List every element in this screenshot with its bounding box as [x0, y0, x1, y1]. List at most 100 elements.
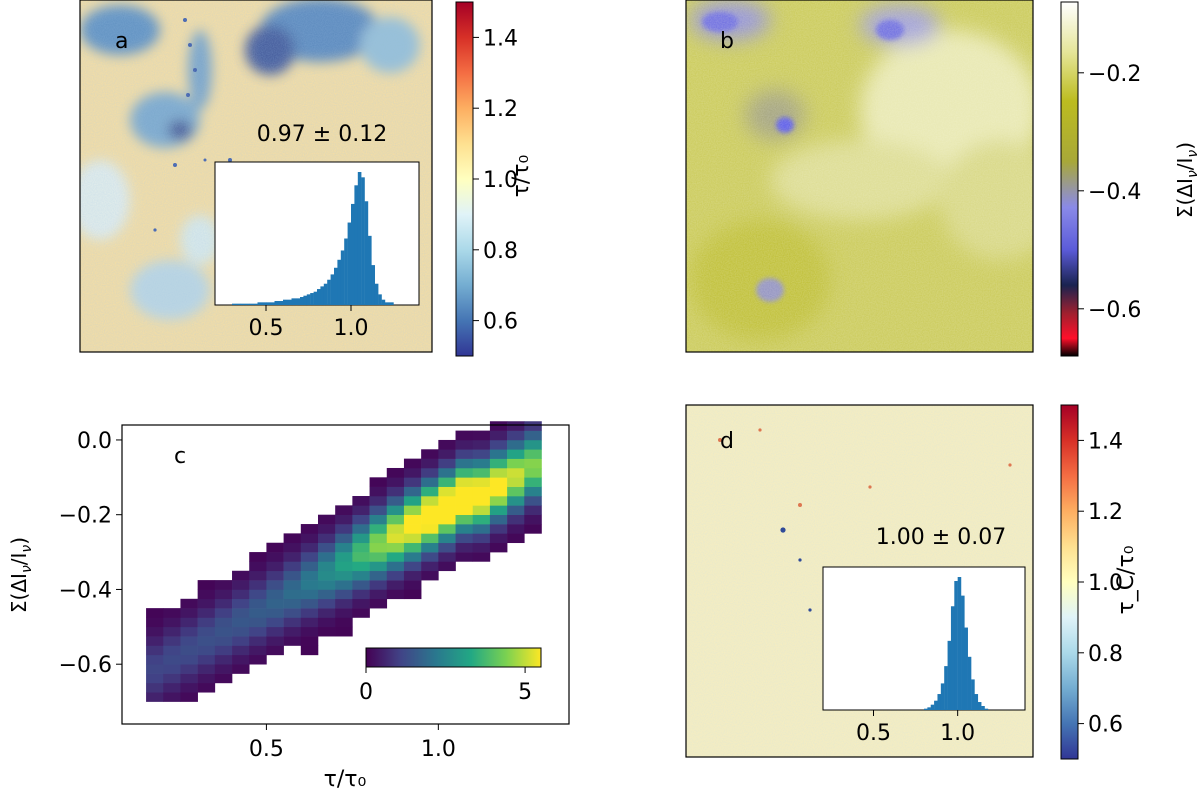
heatmap-cell [386, 496, 405, 506]
y-tick-label-c: −0.4 [59, 578, 112, 603]
heatmap-cell [283, 552, 302, 562]
heatmap-cell [335, 552, 353, 562]
heatmap-cell [317, 608, 336, 618]
heatmap-cell [197, 598, 216, 609]
heatmap-cell [317, 598, 336, 609]
heatmap-cell [214, 636, 233, 646]
heatmap-cell [197, 608, 216, 618]
heatmap-cell [232, 626, 250, 637]
heatmap-cell [369, 477, 388, 487]
heatmap-cell [300, 533, 319, 544]
heatmap-cell [146, 682, 164, 693]
heatmap-cell [507, 421, 525, 431]
heatmap-cell [507, 514, 525, 525]
heatmap-cell [180, 682, 198, 693]
heatmap-cell [180, 654, 198, 665]
colorbar-gradient-b [1060, 1, 1079, 357]
heatmap-cell [507, 505, 525, 515]
heatmap-cell [472, 467, 491, 478]
colorbar-tick-label-a: 1.4 [483, 26, 518, 51]
heatmap-cell [403, 533, 422, 544]
heatmap-cell [163, 654, 181, 665]
heatmap-cell [163, 673, 181, 684]
heatmap-cell [455, 449, 474, 459]
y-ticks-c: 0.0 −0.2 −0.4 −0.6 [59, 429, 122, 678]
heatmap-cell [335, 514, 353, 525]
heatmap-cell [266, 617, 284, 628]
heatmap-cell [352, 598, 370, 609]
heatmap-cell [335, 533, 353, 544]
heatmap-cell [249, 580, 267, 590]
heatmap-cell [489, 542, 508, 553]
heatmap-cell [472, 542, 491, 553]
heatmap-cell [524, 524, 542, 534]
heatmap-cell [300, 561, 319, 572]
histogram-bar-a [340, 250, 345, 305]
heatmap-cell [438, 467, 456, 478]
heatmap-cell [300, 608, 319, 618]
heatmap-cell [438, 552, 456, 562]
histogram-tick-label-d: 0.5 [856, 721, 891, 746]
heatmap-cell [232, 598, 250, 609]
heatmap-cell [197, 673, 216, 684]
heatmap-cell [507, 533, 525, 544]
colorbar-tick-label-a: 0.8 [483, 239, 518, 264]
heatmap-cell [369, 486, 388, 497]
annotation-d: 1.00 ± 0.07 [876, 525, 1006, 550]
heatmap-cell [369, 533, 388, 544]
heatmap-cell [386, 514, 405, 525]
heatmap-cell [507, 524, 525, 534]
heatmap-cell [352, 542, 370, 553]
heatmap-cell [421, 486, 439, 497]
heatmap-cell [524, 421, 542, 431]
heatmap-cell [232, 570, 250, 581]
heatmap-cell [180, 626, 198, 637]
histogram-bar-d [964, 627, 968, 710]
colorbar-d: 0.6 0.8 1.0 1.2 1.4 τ_C/τ₀ [1060, 404, 1139, 760]
heatmap-cell [197, 580, 216, 590]
heatmap-cell [352, 496, 370, 506]
heatmap-cell [146, 645, 164, 656]
colorbar-tick-label-c: 0 [359, 680, 373, 705]
heatmap-cell [352, 524, 370, 534]
heatmap-cell [386, 467, 405, 478]
histogram-bar-a [313, 291, 318, 305]
heatmap-cell [266, 552, 284, 562]
heatmap-cell [421, 505, 439, 515]
heatmap-cell [472, 552, 491, 562]
heatmap-cell [283, 570, 302, 581]
heatmap-cell [317, 561, 336, 572]
heatmap-cell [146, 664, 164, 674]
histogram-bar-a [357, 172, 362, 305]
panel-b-image [686, 0, 1033, 352]
heatmap-cell [403, 570, 422, 581]
panel-label-c: c [174, 444, 186, 469]
colorbar-gradient-c [365, 647, 542, 668]
heatmap-cell [489, 533, 508, 544]
heatmap-cell [472, 486, 491, 497]
heatmap-cell [455, 533, 474, 544]
heatmap-cell [369, 514, 388, 525]
heatmap-cell [317, 570, 336, 581]
colorbar-ticks-a: 0.6 0.8 1.0 1.2 1.4 [473, 26, 518, 335]
heatmap-cell [335, 580, 353, 590]
histogram-bar-d [934, 700, 938, 710]
heatmap-cell [249, 552, 267, 562]
histogram-bar-a [347, 222, 352, 305]
histogram-xticks-a: 0.5 1.0 [249, 305, 369, 341]
heatmap-cell [232, 654, 250, 665]
panel-label-b: b [720, 29, 734, 54]
heatmap-cell [489, 449, 508, 459]
histogram-bar-a [334, 267, 338, 305]
heatmap-cell [352, 570, 370, 581]
heatmap-cell [335, 626, 353, 637]
heatmap-cell [249, 626, 267, 637]
heatmap-cell [438, 514, 456, 525]
heatmap-cell [369, 505, 388, 515]
heatmap-cell [369, 580, 388, 590]
heatmap-cell [249, 645, 267, 656]
heatmap-cell [455, 552, 474, 562]
heatmap-cell [335, 570, 353, 581]
heatmap-cell [266, 645, 284, 656]
heatmap-cell [507, 449, 525, 459]
